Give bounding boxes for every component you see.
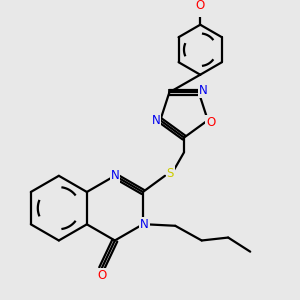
- Text: O: O: [97, 269, 106, 282]
- Text: N: N: [110, 169, 119, 182]
- Text: O: O: [196, 0, 205, 11]
- Text: O: O: [206, 116, 215, 129]
- Text: N: N: [152, 114, 160, 127]
- Text: N: N: [140, 218, 149, 231]
- Text: S: S: [167, 167, 174, 180]
- Text: N: N: [199, 84, 208, 98]
